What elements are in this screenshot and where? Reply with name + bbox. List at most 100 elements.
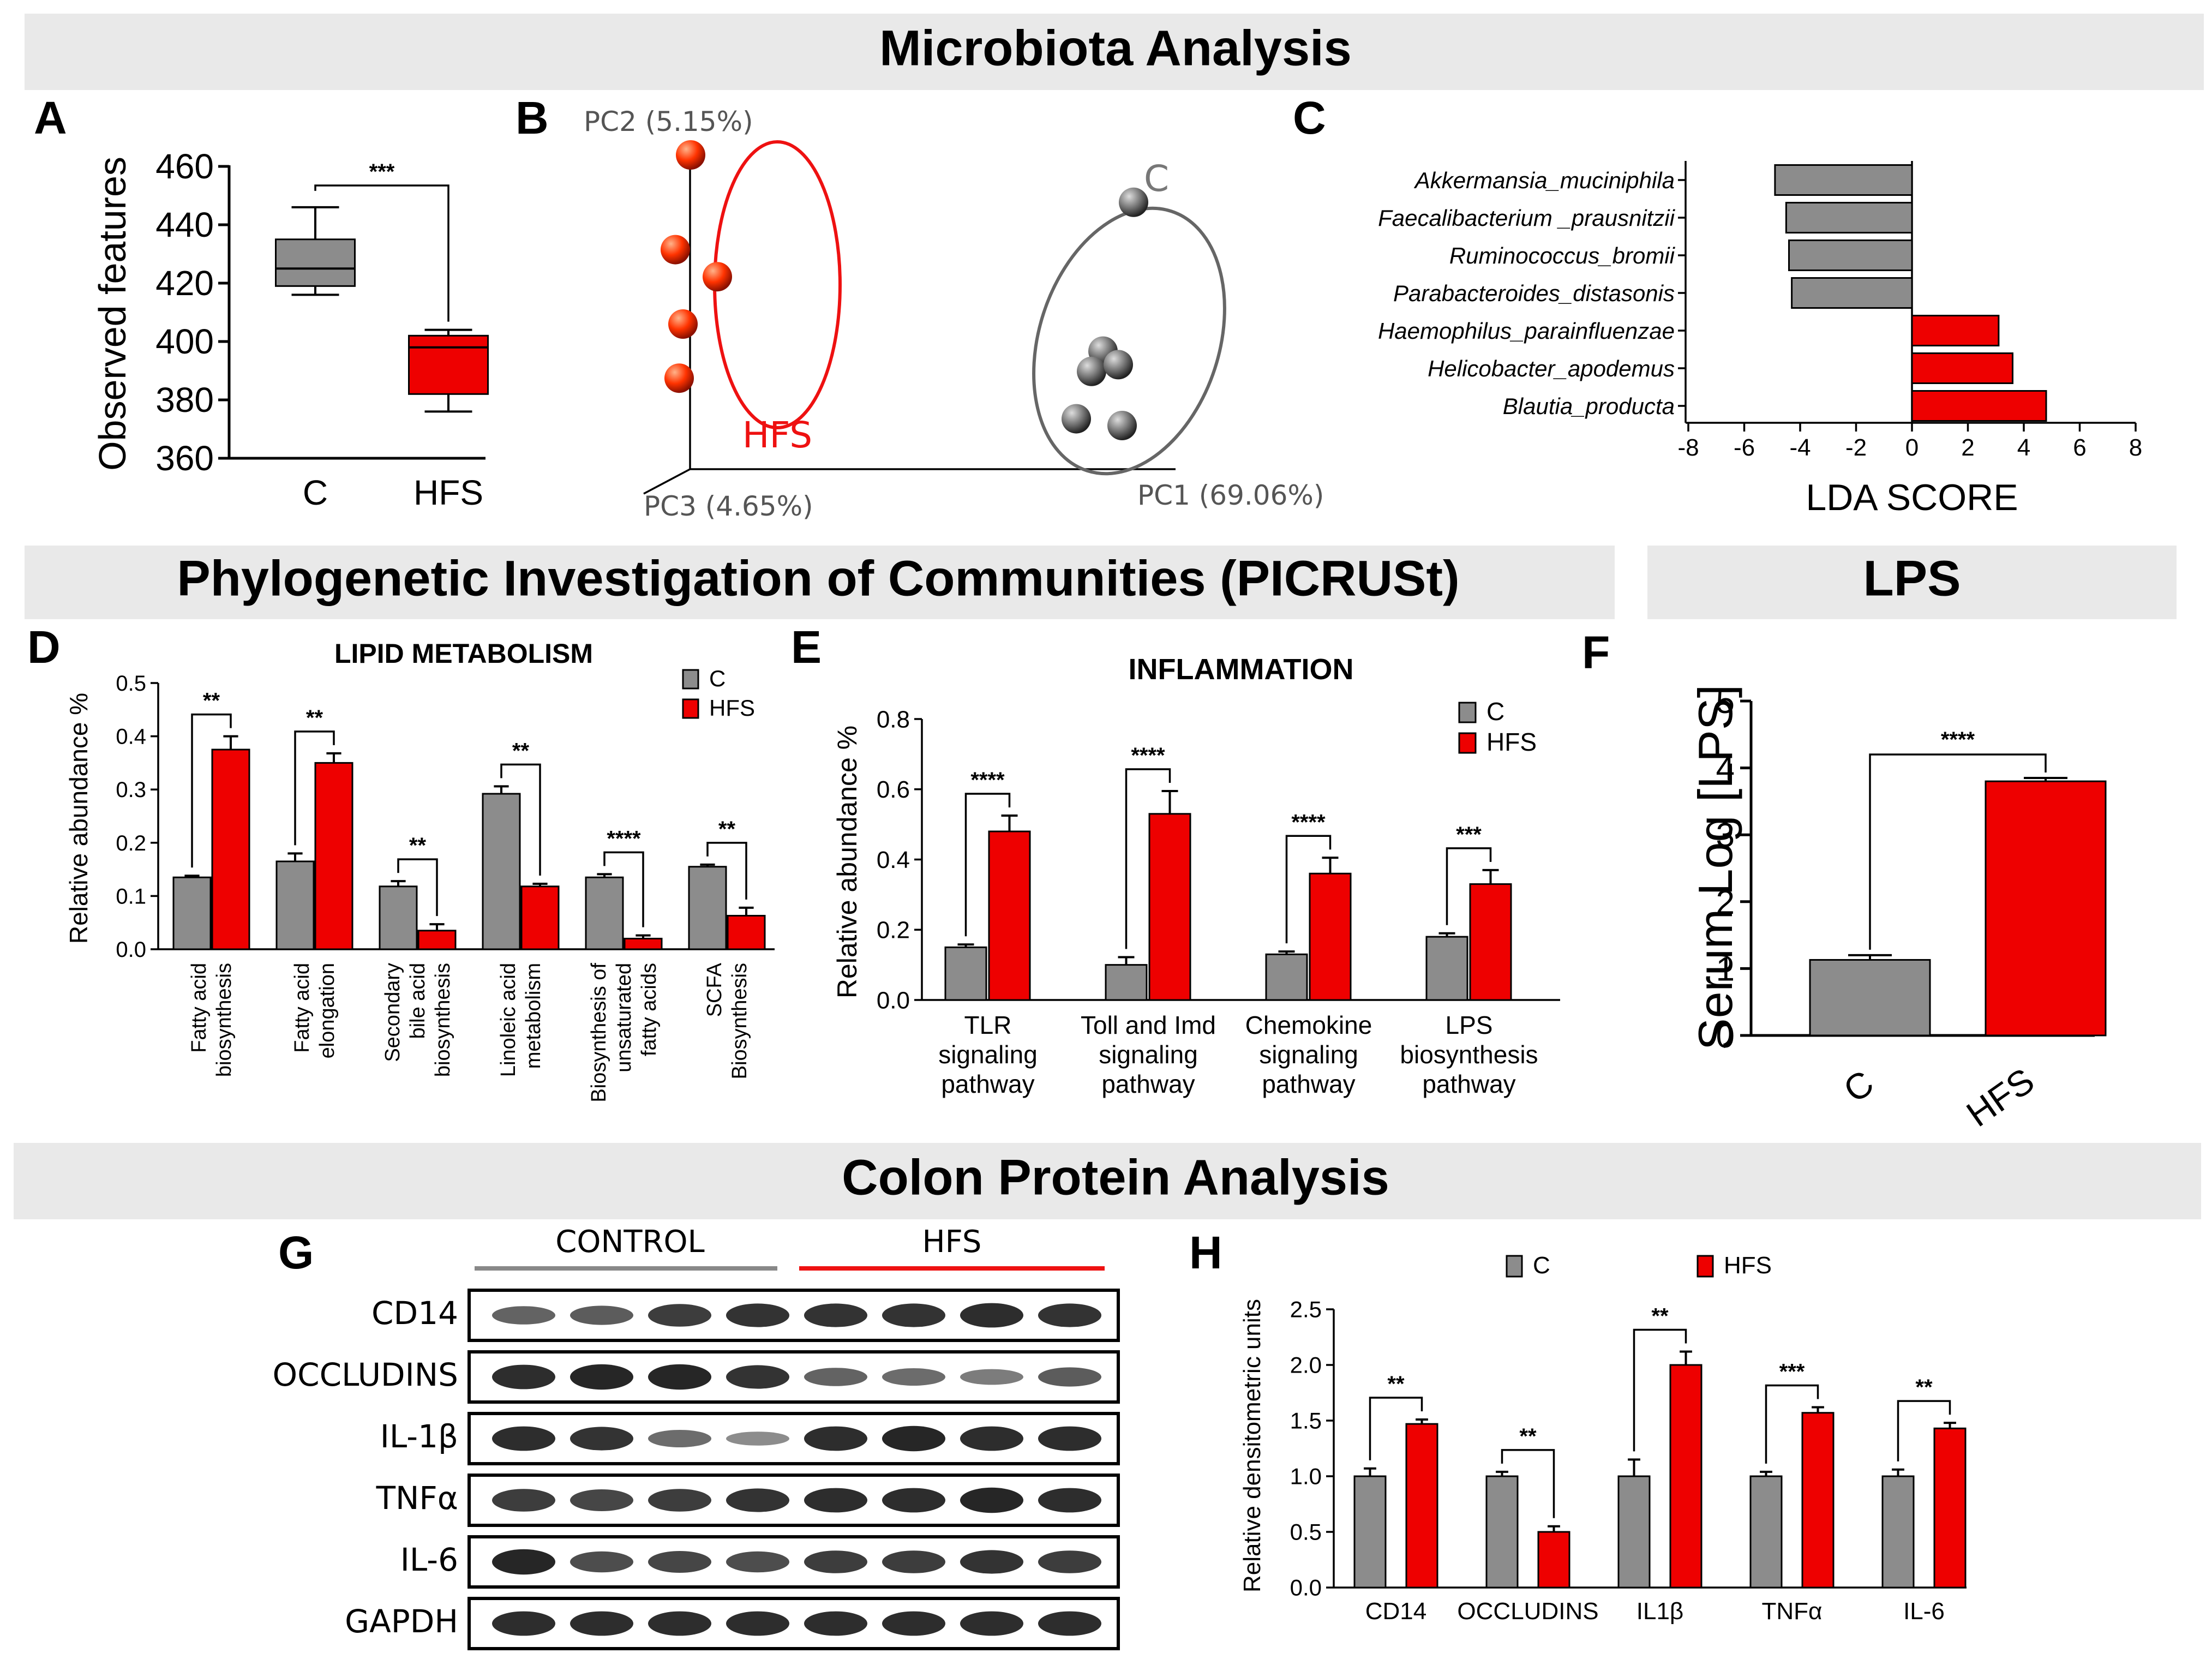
y-tick-label: 0.4 — [877, 847, 910, 873]
significance-mark: ** — [1519, 1424, 1537, 1448]
x-category-label: TNFα — [1762, 1598, 1823, 1625]
significance-mark: ** — [203, 689, 220, 713]
lda-bar-4 — [1911, 315, 2000, 346]
blot-band — [726, 1303, 789, 1327]
legend-label-c: C — [1486, 697, 1504, 726]
x-tick-label: -6 — [1734, 434, 1755, 461]
chart-title: LIPID METABOLISM — [334, 638, 593, 669]
x-category-label: pathway — [1101, 1070, 1195, 1098]
panel-letter-c: C — [1293, 92, 1326, 143]
x-category-label: LPS — [1446, 1011, 1493, 1039]
y-tick-label: 1.5 — [1290, 1408, 1322, 1434]
bar-hfs-0 — [211, 748, 250, 950]
blot-row-label: OCCLUDINS — [273, 1356, 459, 1393]
y-tick-label: 0.6 — [877, 776, 910, 803]
legend-swatch-c — [682, 669, 699, 690]
legend-label-hfs: HFS — [1724, 1252, 1772, 1279]
lda-bar-3 — [1791, 277, 1913, 309]
y-tick-label: 0.1 — [116, 884, 146, 908]
legend-swatch-hfs — [1697, 1255, 1714, 1278]
x-category-label: biosynthesis — [431, 963, 454, 1077]
blot-band — [960, 1611, 1023, 1636]
significance-mark: ** — [1915, 1375, 1933, 1399]
legend-label-c: C — [1533, 1252, 1550, 1279]
bar-c-2 — [379, 885, 418, 950]
c-point-5 — [1107, 411, 1137, 440]
x-tick-label: HFS — [413, 473, 483, 512]
hfs-point-3 — [664, 363, 694, 393]
significance-bracket — [1869, 753, 2047, 950]
section-bar-colon — [14, 1143, 2201, 1219]
x-category-label: Secondary — [381, 963, 404, 1062]
bar-c-0 — [944, 946, 987, 1001]
bar-c-5 — [688, 866, 727, 950]
significance-mark: **** — [1941, 728, 1975, 752]
y-tick-label: 2.5 — [1290, 1297, 1322, 1322]
blot-band — [882, 1426, 945, 1452]
taxon-label: Ruminococcus_bromii — [1449, 243, 1676, 268]
legend-label-hfs: HFS — [1486, 728, 1537, 756]
significance-bracket — [314, 184, 449, 322]
pc3-label: PC3 (4.65%) — [644, 490, 813, 522]
blot-band — [492, 1611, 555, 1636]
panel-letter-d: D — [27, 621, 61, 673]
box-c — [275, 238, 356, 287]
blot-band — [570, 1489, 633, 1511]
significance-bracket — [1501, 1449, 1555, 1518]
bar-c-3 — [482, 793, 521, 950]
x-category-label: Chemokine — [1245, 1011, 1372, 1039]
x-category-label: pathway — [1422, 1070, 1515, 1098]
significance-bracket — [191, 713, 232, 868]
bar-c-3 — [1749, 1475, 1783, 1589]
panel-a-boxplot: 360 380 400 420 440 460 Observed features C HFS *… — [91, 147, 489, 512]
bar-hfs-2 — [1669, 1364, 1703, 1589]
x-tick-label: C — [303, 473, 328, 512]
blot-band — [648, 1489, 711, 1512]
section-bar-lps — [1647, 546, 2177, 619]
significance-mark: *** — [1779, 1360, 1805, 1384]
y-tick-label: 1.0 — [1290, 1464, 1322, 1489]
group-label-control: CONTROL — [555, 1224, 704, 1260]
group-label-hfs: HFS — [922, 1224, 982, 1260]
blot-band — [882, 1550, 945, 1573]
panel-e-inflammation: 0.00.20.40.60.8***************Relative a… — [832, 653, 1560, 1098]
significance-mark: **** — [1131, 744, 1165, 768]
blot-band — [570, 1611, 633, 1636]
blot-band — [726, 1365, 789, 1389]
x-category-label: Toll and Imd — [1081, 1011, 1216, 1039]
bar-c-0 — [172, 876, 212, 950]
panel-letter-e: E — [791, 621, 822, 673]
y-tick-label: 0.2 — [877, 917, 910, 944]
blot-band — [570, 1551, 633, 1573]
significance-bracket — [1285, 835, 1332, 944]
blot-row-label: CD14 — [371, 1295, 458, 1332]
lda-bar-5 — [1911, 352, 2013, 384]
y-axis-label: Serum Log [LPS] — [1688, 685, 1742, 1050]
legend-swatch-c — [1458, 702, 1477, 723]
blot-band — [804, 1488, 867, 1513]
y-tick-label: 2 — [1716, 884, 1735, 921]
blot-band — [804, 1368, 867, 1386]
bar-hfs — [1985, 780, 2107, 1037]
blot-band — [648, 1364, 711, 1390]
panel-letter-f: F — [1582, 627, 1610, 678]
blot-band — [1038, 1303, 1101, 1327]
section-title-colon: Colon Protein Analysis — [842, 1149, 1389, 1205]
blot-strip-5 — [467, 1597, 1120, 1650]
pc1-label: PC1 (69.06%) — [1137, 480, 1324, 511]
x-tick-label: -4 — [1789, 434, 1811, 461]
significance-mark: ** — [409, 834, 427, 858]
panel-b-pca: PC2 (5.15%) PC1 (69.06%) PC3 (4.65%) HFS C — [584, 106, 1324, 522]
y-tick-label: 1 — [1716, 950, 1735, 988]
blot-band — [1038, 1367, 1101, 1387]
taxon-label: Haemophilus_parainfluenzae — [1378, 318, 1675, 344]
blot-band — [804, 1303, 867, 1327]
bar-hfs-0 — [988, 830, 1031, 1001]
panel-h-densitometry: 0.00.51.01.52.02.5***********Relative de… — [1239, 1252, 1967, 1625]
significance-mark: **** — [1291, 810, 1326, 834]
taxon-label: Blautia_producta — [1503, 393, 1675, 419]
lda-bar-1 — [1785, 202, 1913, 233]
taxon-label: Helicobacter_apodemus — [1428, 356, 1675, 381]
